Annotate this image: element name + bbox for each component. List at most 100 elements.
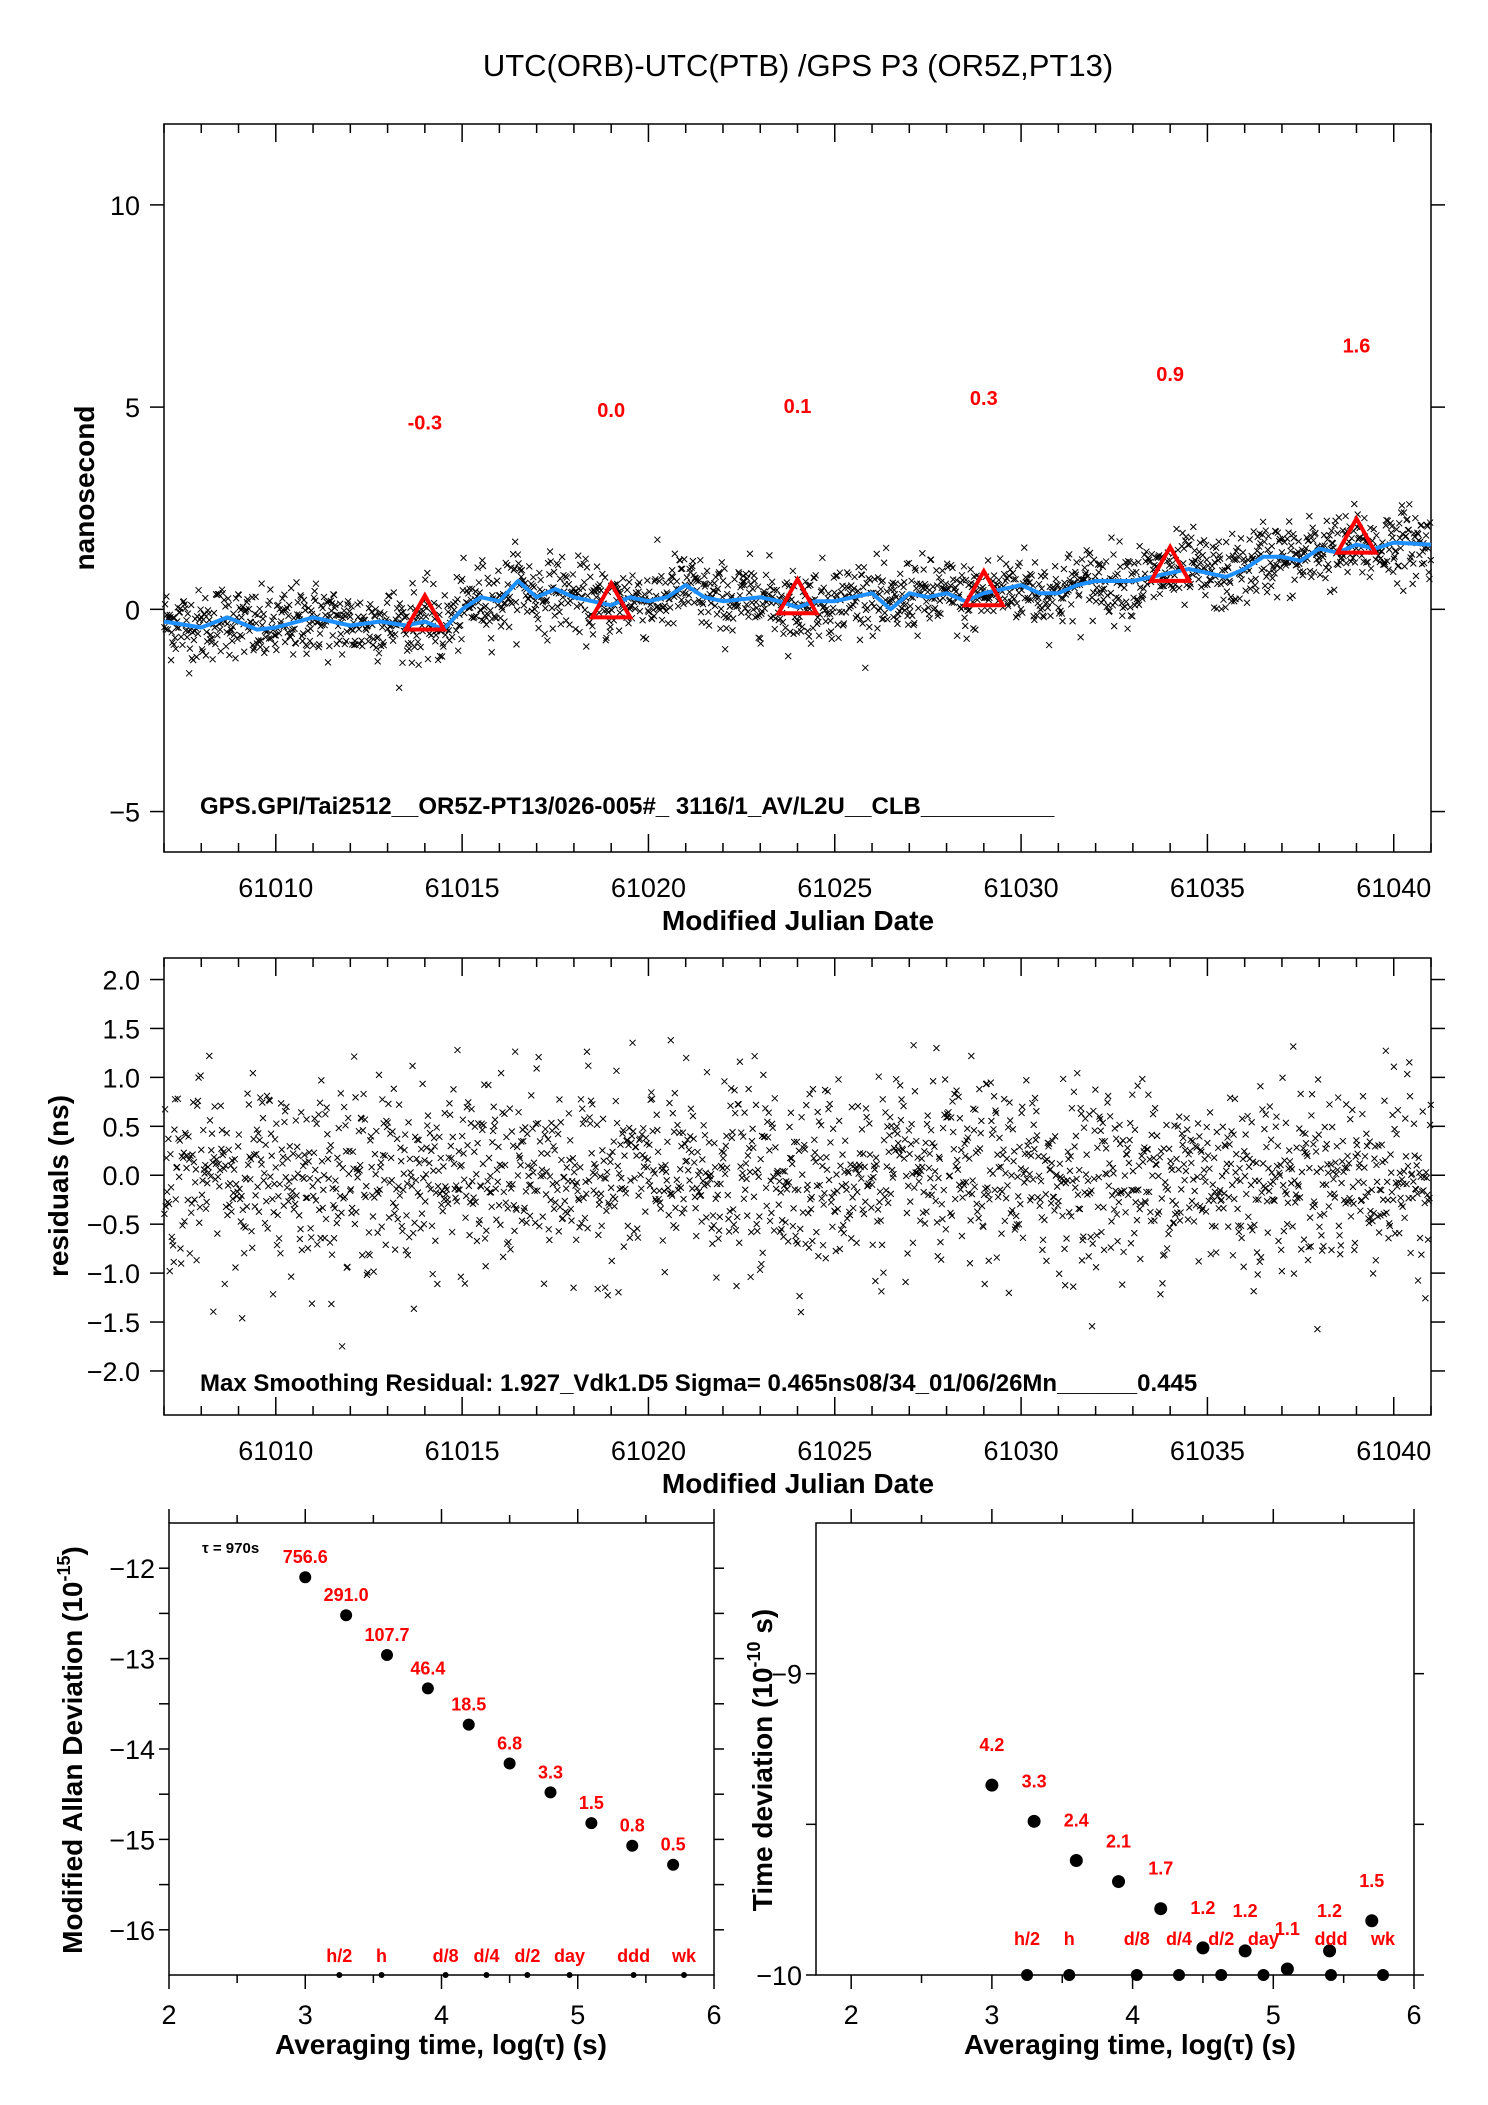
interval-label: wk xyxy=(671,1946,697,1966)
y-tick-label: −2.0 xyxy=(87,1357,140,1387)
scatter-point xyxy=(504,581,512,588)
scatter-point xyxy=(903,560,911,568)
scatter-point xyxy=(735,570,743,578)
scatter-point xyxy=(654,1126,661,1134)
scatter-point xyxy=(328,1251,336,1259)
scatter-point xyxy=(1234,553,1242,560)
x-tick-label: 61040 xyxy=(1356,873,1431,903)
scatter-point xyxy=(747,1273,754,1281)
scatter-point xyxy=(1238,1115,1246,1123)
scatter-point xyxy=(1195,575,1203,583)
scatter-point xyxy=(879,1095,887,1103)
scatter-point xyxy=(526,1212,534,1220)
scatter-point xyxy=(1151,1217,1158,1224)
scatter-point xyxy=(1099,563,1107,570)
scatter-point xyxy=(956,1114,964,1122)
scatter-point xyxy=(855,1170,862,1177)
scatter-point xyxy=(1183,1114,1190,1122)
scatter-point xyxy=(778,592,785,600)
scatter-point xyxy=(853,1188,861,1196)
scatter-point xyxy=(991,1186,999,1194)
scatter-point xyxy=(802,1101,810,1109)
scatter-point xyxy=(804,1209,812,1217)
scatter-point xyxy=(813,1228,820,1236)
scatter-point xyxy=(218,1145,225,1153)
scatter-point xyxy=(517,1161,524,1169)
scatter-point xyxy=(1181,601,1188,609)
scatter-point xyxy=(305,620,313,627)
scatter-point xyxy=(307,1224,314,1232)
scatter-point xyxy=(166,1267,174,1275)
scatter-point xyxy=(1334,1166,1341,1174)
scatter-point xyxy=(1184,1216,1192,1223)
scatter-point xyxy=(1187,534,1195,542)
scatter-point xyxy=(606,1152,614,1160)
scatter-point xyxy=(715,1227,723,1234)
scatter-point xyxy=(1368,1186,1376,1194)
scatter-point xyxy=(429,1270,437,1278)
scatter-point xyxy=(1126,558,1133,566)
scatter-point xyxy=(804,582,812,590)
scatter-point xyxy=(1362,1193,1370,1200)
scatter-point xyxy=(1294,548,1302,556)
scatter-point xyxy=(477,1183,485,1190)
scatter-point xyxy=(1393,580,1401,587)
scatter-point xyxy=(206,1117,214,1124)
scatter-point xyxy=(933,567,940,574)
scatter-point xyxy=(183,1164,190,1172)
scatter-point xyxy=(342,637,350,645)
scatter-point xyxy=(1389,1111,1396,1119)
scatter-point xyxy=(197,1072,204,1079)
scatter-point xyxy=(167,1183,175,1191)
scatter-point xyxy=(281,1118,288,1126)
scatter-point xyxy=(1168,563,1176,570)
scatter-point xyxy=(409,579,416,587)
scatter-point xyxy=(826,1100,834,1108)
scatter-point xyxy=(759,600,767,608)
scatter-point xyxy=(1361,514,1368,522)
scatter-point xyxy=(873,550,881,558)
scatter-point xyxy=(711,602,719,610)
y-tick-label: −14 xyxy=(109,1735,155,1765)
scatter-point xyxy=(1398,502,1406,509)
scatter-point xyxy=(902,601,909,608)
scatter-point xyxy=(1348,534,1355,542)
smoothed-line xyxy=(163,540,1432,632)
scatter-point xyxy=(644,1156,652,1163)
scatter-point xyxy=(939,1124,947,1132)
scatter-point xyxy=(769,1124,777,1132)
scatter-point xyxy=(771,1094,779,1102)
scatter-point xyxy=(1322,574,1329,582)
scatter-point xyxy=(458,1132,466,1140)
scatter-point xyxy=(1091,1127,1099,1134)
x-tick-label: 61035 xyxy=(1170,873,1245,903)
scatter-point xyxy=(746,550,754,558)
scatter-point xyxy=(563,574,571,581)
scatter-point xyxy=(1261,538,1268,546)
scatter-point xyxy=(1194,553,1202,561)
scatter-point xyxy=(504,1205,512,1212)
interval-label: d/2 xyxy=(514,1946,540,1966)
scatter-point xyxy=(955,1093,962,1101)
scatter-point xyxy=(473,1237,481,1245)
scatter-point xyxy=(332,601,339,609)
scatter-point xyxy=(326,642,333,650)
scatter-point xyxy=(717,605,725,613)
scatter-point xyxy=(225,1146,233,1154)
scatter-point xyxy=(1359,568,1366,576)
scatter-point xyxy=(1237,1222,1245,1230)
scatter-point xyxy=(825,1105,832,1113)
scatter-point xyxy=(832,1247,840,1255)
scatter-point xyxy=(906,608,913,616)
scatter-point xyxy=(926,615,934,622)
scatter-point xyxy=(392,1203,400,1211)
scatter-point xyxy=(583,1048,591,1056)
scatter-point xyxy=(705,622,713,629)
x-tick-label: 4 xyxy=(1125,2000,1140,2030)
scatter-point xyxy=(281,1107,289,1115)
scatter-point xyxy=(1053,1171,1060,1179)
scatter-point xyxy=(739,1133,747,1140)
scatter-point xyxy=(1267,582,1275,590)
scatter-point xyxy=(849,601,857,609)
scatter-point xyxy=(729,627,736,634)
